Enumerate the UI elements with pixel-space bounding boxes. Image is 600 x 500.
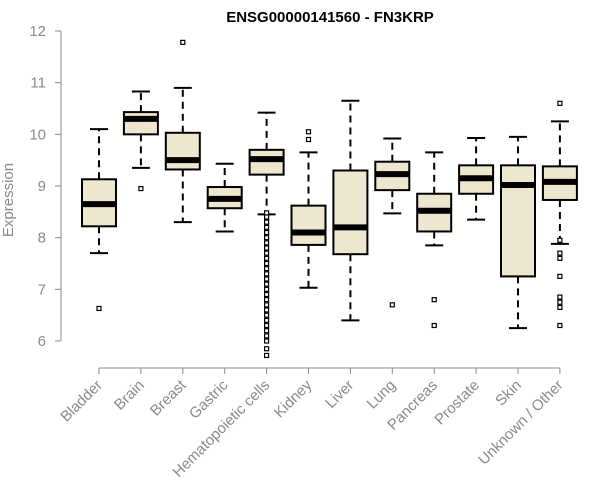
y-tick-label-8: 8 — [38, 230, 46, 247]
outlier-point — [431, 322, 437, 329]
outlier-point — [305, 129, 312, 135]
x-tick-label-5: Kidney — [271, 376, 316, 421]
outlier-point — [264, 276, 270, 282]
box-iqr — [332, 169, 369, 256]
outlier-point — [180, 39, 186, 45]
outlier-point — [264, 312, 270, 318]
outlier-point — [264, 322, 270, 329]
x-tick-label-2: Breast — [147, 376, 190, 419]
outlier-point — [264, 271, 270, 277]
box-group-0 — [81, 128, 117, 312]
y-axis: 6 7 8 9 10 11 12 — [29, 23, 62, 350]
outlier-point — [431, 297, 437, 303]
outlier-point — [557, 100, 563, 106]
outlier-point — [138, 185, 144, 192]
box-iqr — [290, 204, 327, 246]
x-tick-label-0: Bladder — [57, 377, 106, 426]
x-tick-label-7: Lung — [364, 377, 400, 413]
outlier-point — [264, 245, 270, 251]
outlier-point — [264, 235, 270, 241]
y-tick-label-10: 10 — [29, 126, 46, 143]
box-group-4 — [248, 111, 285, 359]
outlier-point — [264, 240, 270, 246]
box-iqr — [248, 148, 285, 176]
outlier-point — [557, 255, 563, 261]
outlier-point — [264, 219, 270, 225]
outlier-point — [264, 291, 270, 298]
y-tick-label-6: 6 — [38, 333, 46, 350]
x-tick-label-1: Brain — [111, 377, 148, 414]
box-group-9 — [458, 136, 495, 221]
box-iqr — [122, 111, 159, 136]
outlier-point — [557, 294, 563, 300]
outlier-point — [264, 214, 270, 220]
outlier-point — [557, 299, 563, 305]
outlier-point — [96, 305, 102, 312]
boxes-layer — [81, 39, 578, 359]
x-tick-label-6: Liver — [322, 377, 357, 412]
outlier-point — [557, 322, 563, 329]
outlier-point — [264, 352, 270, 359]
box-group-5 — [290, 129, 327, 289]
outlier-point — [264, 307, 270, 313]
outlier-point — [264, 338, 270, 344]
outlier-point — [264, 266, 270, 272]
outlier-point — [264, 317, 270, 323]
x-tick-label-10: Skin — [492, 377, 525, 410]
outlier-point — [264, 297, 270, 303]
box-group-1 — [122, 90, 159, 192]
box-group-3 — [206, 162, 243, 233]
outlier-point — [264, 210, 270, 216]
box-iqr — [164, 131, 201, 171]
outlier-point — [264, 281, 270, 287]
outlier-point — [557, 273, 563, 280]
outlier-point — [557, 304, 563, 311]
outlier-point — [264, 333, 270, 339]
outlier-point — [264, 286, 270, 292]
outlier-point — [264, 224, 270, 230]
chart-title: ENSG00000141560 - FN3KRP — [226, 9, 434, 26]
outlier-point — [389, 302, 395, 308]
y-tick-label-9: 9 — [38, 178, 46, 195]
box-group-6 — [332, 99, 369, 322]
outlier-point — [264, 250, 270, 256]
outlier-point — [264, 260, 270, 267]
outlier-point — [264, 328, 270, 334]
outlier-point — [557, 250, 563, 256]
outlier-point — [264, 346, 270, 352]
y-tick-label-12: 12 — [29, 23, 46, 40]
outlier-point — [264, 302, 270, 308]
x-tick-label-9: Prostate — [431, 377, 483, 429]
outlier-point — [264, 255, 270, 261]
outlier-point — [557, 237, 563, 243]
y-axis-label: Expression — [0, 163, 17, 237]
y-tick-label-7: 7 — [38, 281, 46, 298]
box-group-10 — [500, 135, 536, 330]
outlier-point — [305, 136, 312, 143]
box-group-11 — [541, 100, 578, 329]
outlier-point — [264, 229, 270, 236]
box-group-2 — [164, 39, 201, 224]
y-tick-label-11: 11 — [30, 75, 46, 92]
box-group-7 — [374, 137, 411, 308]
box-group-8 — [416, 151, 453, 329]
